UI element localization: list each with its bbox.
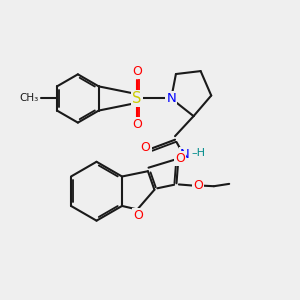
Text: O: O — [132, 65, 142, 79]
Text: –H: –H — [191, 148, 205, 158]
Text: N: N — [166, 92, 176, 105]
Text: CH₃: CH₃ — [19, 94, 38, 103]
Text: O: O — [141, 141, 151, 154]
Text: O: O — [175, 152, 185, 165]
Text: S: S — [132, 91, 141, 106]
Text: O: O — [132, 118, 142, 131]
Text: O: O — [133, 209, 143, 223]
Text: O: O — [193, 179, 202, 192]
Text: N: N — [180, 148, 190, 161]
